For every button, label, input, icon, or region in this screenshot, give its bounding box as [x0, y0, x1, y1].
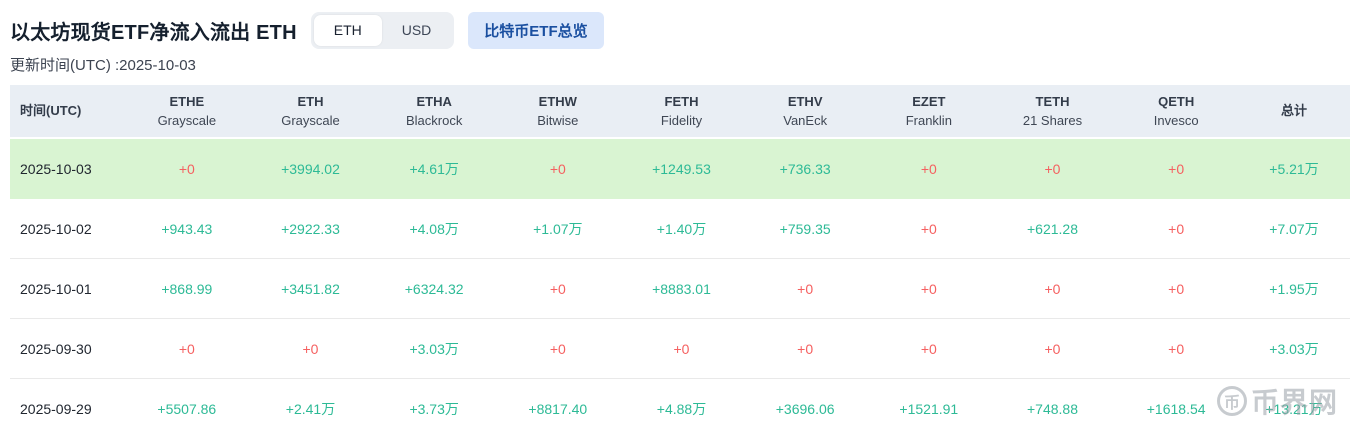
- flow-value-cell: +0: [1044, 161, 1061, 177]
- row-date: 2025-10-02: [20, 220, 92, 237]
- flow-value-cell: +3994.02: [281, 161, 340, 177]
- toggle-option-usd[interactable]: USD: [382, 15, 452, 46]
- flow-value-cell: +0: [1168, 280, 1185, 297]
- flow-value-cell: +1.40万: [656, 220, 707, 237]
- flow-value-cell: +1249.53: [652, 161, 711, 177]
- flow-value-cell: +4.88万: [656, 400, 707, 417]
- column-header-etha: ETHA Blackrock: [405, 93, 463, 129]
- flow-value-cell: +759.35: [779, 220, 831, 237]
- flow-value-cell: +0: [1168, 340, 1185, 357]
- flow-value-cell: +2.41万: [285, 400, 336, 417]
- flow-value-cell: +3.73万: [409, 400, 459, 417]
- flow-value-cell: +6324.32: [404, 280, 464, 297]
- table-body: 2025-10-03 +0 +3994.02 +4.61万 +0 +1249.53 +736…: [10, 139, 1350, 427]
- flow-value-cell: +0: [1044, 340, 1061, 357]
- top-bar: 以太坊现货ETF净流入流出 ETH ETH USD 比特币ETF总览: [0, 0, 1350, 49]
- flow-value-cell: +0: [549, 280, 566, 297]
- flow-value-cell: +0: [302, 340, 319, 357]
- btc-etf-overview-button[interactable]: 比特币ETF总览: [468, 11, 604, 49]
- flow-value-cell: +0: [920, 161, 937, 177]
- row-date: 2025-10-01: [20, 280, 92, 297]
- flow-value-cell: +4.08万: [409, 220, 459, 237]
- column-header-eth: ETH Grayscale: [281, 93, 340, 129]
- flow-value-cell: +0: [797, 340, 814, 357]
- column-header-time: 时间(UTC): [20, 103, 82, 119]
- flow-value-cell: +0: [920, 340, 937, 357]
- flow-value-cell: +0: [178, 340, 195, 357]
- flow-value-cell: +5.21万: [1269, 161, 1319, 177]
- flow-value-cell: +13.21万: [1265, 400, 1323, 417]
- flow-value-cell: +4.61万: [409, 161, 459, 177]
- column-header-ethv: ETHV VanEck: [783, 93, 828, 129]
- column-header-ethw: ETHW Bitwise: [537, 93, 579, 129]
- column-header-teth: TETH 21 Shares: [1022, 93, 1083, 129]
- row-date: 2025-09-29: [20, 400, 92, 417]
- column-header-total: 总计: [1280, 103, 1307, 119]
- flow-value-cell: +1.07万: [533, 220, 583, 237]
- table-row: 2025-10-02 +943.43 +2922.33 +4.08万 +1.07万 +1.…: [10, 199, 1350, 259]
- table-row: 2025-09-29 +5507.86 +2.41万 +3.73万 +8817.40 +4…: [10, 379, 1350, 427]
- flow-value-cell: +0: [920, 220, 937, 237]
- row-date: 2025-10-03: [20, 161, 92, 177]
- flow-value-cell: +3696.06: [775, 400, 835, 417]
- flow-value-cell: +0: [1168, 161, 1185, 177]
- flow-value-cell: +0: [1044, 280, 1061, 297]
- flow-value-cell: +0: [1168, 220, 1185, 237]
- flow-value-cell: +1618.54: [1146, 400, 1206, 417]
- flow-value-cell: +3451.82: [281, 280, 340, 297]
- table-row: 2025-10-03 +0 +3994.02 +4.61万 +0 +1249.53 +736…: [10, 139, 1350, 199]
- flow-value-cell: +748.88: [1026, 400, 1078, 417]
- flow-value-cell: +1.95万: [1269, 280, 1319, 297]
- page-title: 以太坊现货ETF净流入流出 ETH: [10, 21, 297, 44]
- table-row: 2025-09-30 +0 +0 +3.03万 +0 +0 +0 +0 +0 +0 +3.03万: [10, 319, 1350, 379]
- flow-value-cell: +2922.33: [281, 220, 340, 237]
- flow-value-cell: +1521.91: [899, 400, 959, 417]
- flow-value-cell: +0: [797, 280, 814, 297]
- etf-flow-table: 时间(UTC) ETHE Grayscale ETH Grayscale ETHA Blac…: [10, 85, 1350, 427]
- row-date: 2025-09-30: [20, 340, 92, 357]
- flow-value-cell: +736.33: [779, 161, 831, 177]
- flow-value-cell: +8817.40: [528, 400, 588, 417]
- flow-value-cell: +5507.86: [157, 400, 217, 417]
- currency-toggle: ETH USD: [310, 11, 455, 49]
- column-header-feth: FETH Fidelity: [660, 93, 703, 129]
- flow-value-cell: +0: [673, 340, 690, 357]
- flow-value-cell: +868.99: [161, 280, 213, 297]
- update-time-label: 更新时间(UTC) :2025-10-03: [10, 57, 196, 74]
- flow-value-cell: +0: [178, 161, 195, 177]
- column-header-ezet: EZET Franklin: [905, 93, 952, 129]
- flow-value-cell: +3.03万: [1269, 340, 1319, 357]
- toggle-option-eth[interactable]: ETH: [313, 14, 382, 46]
- table-row: 2025-10-01 +868.99 +3451.82 +6324.32 +0 +8883…: [10, 259, 1350, 319]
- flow-value-cell: +8883.01: [652, 280, 711, 297]
- flow-value-cell: +0: [549, 161, 566, 177]
- flow-value-cell: +0: [549, 340, 566, 357]
- column-header-qeth: QETH Invesco: [1153, 93, 1199, 129]
- flow-value-cell: +621.28: [1026, 220, 1078, 237]
- table-header-row: 时间(UTC) ETHE Grayscale ETH Grayscale ETHA Blac…: [10, 85, 1350, 137]
- flow-value-cell: +7.07万: [1269, 220, 1319, 237]
- flow-value-cell: +943.43: [161, 220, 213, 237]
- flow-value-cell: +3.03万: [409, 340, 459, 357]
- column-header-ethe: ETHE Grayscale: [157, 93, 217, 129]
- flow-value-cell: +0: [920, 280, 937, 297]
